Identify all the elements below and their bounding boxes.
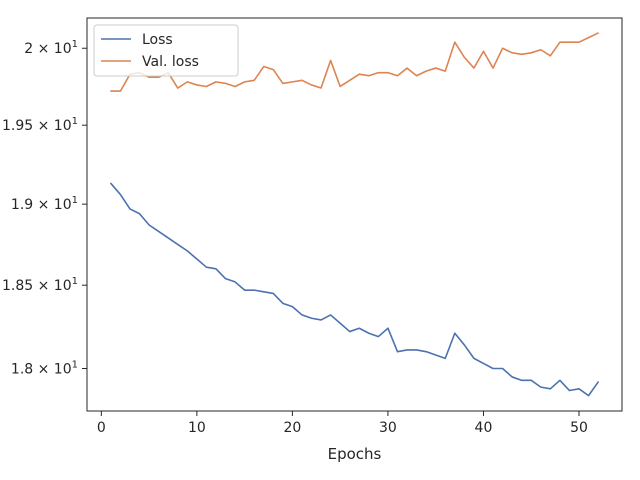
legend: Loss Val. loss [93, 24, 239, 77]
legend-box [93, 24, 239, 77]
x-axis-label: Epochs [328, 445, 382, 463]
y-axis: 1.8 × 101 1.85 × 101 1.9 × 101 1.95 × 101 2 … [2, 39, 87, 377]
x-axis: 0 10 20 30 40 50 [97, 411, 588, 436]
series-line-loss [110, 182, 599, 397]
x-tick-label: 50 [570, 420, 588, 436]
x-tick-label: 30 [379, 420, 397, 436]
y-tick-label: 1.9 × 101 [11, 195, 78, 213]
plot-area [86, 17, 623, 412]
y-tick-label: 2 × 101 [24, 39, 78, 57]
legend-label-val-loss: Val. loss [142, 54, 199, 70]
x-tick-label: 20 [283, 420, 301, 436]
y-tick-label: 1.85 × 101 [2, 276, 78, 294]
y-tick-label: 1.95 × 101 [2, 116, 78, 134]
y-tick-label: 1.8 × 101 [11, 359, 78, 377]
series-line-val-loss [110, 32, 599, 92]
legend-label-loss: Loss [142, 32, 173, 48]
x-tick-label: 40 [475, 420, 493, 436]
x-tick-label: 0 [97, 420, 106, 436]
x-tick-label: 10 [188, 420, 206, 436]
series-layer [110, 32, 599, 397]
